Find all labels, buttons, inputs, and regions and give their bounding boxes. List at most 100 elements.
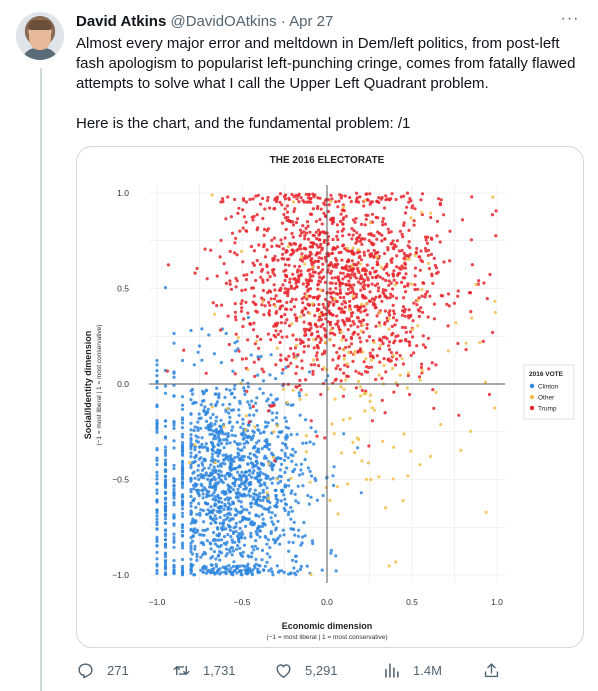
scatter-point — [402, 194, 406, 198]
scatter-point — [315, 357, 319, 362]
share-icon — [484, 662, 499, 677]
scatter-point — [246, 400, 250, 404]
scatter-point — [317, 279, 321, 283]
scatter-point — [193, 544, 197, 548]
scatter-point — [380, 233, 384, 237]
author-handle[interactable]: @DavidOAtkins — [170, 13, 277, 30]
scatter-point — [308, 469, 312, 473]
scatter-point — [279, 499, 283, 503]
scatter-point — [228, 519, 232, 523]
scatter-point — [283, 263, 288, 267]
scatter-point — [192, 428, 196, 433]
like-button[interactable]: 5,291 — [274, 654, 338, 686]
share-button[interactable] — [482, 654, 513, 686]
scatter-point — [289, 571, 293, 575]
author-name[interactable]: David Atkins — [76, 13, 167, 30]
scatter-point — [208, 509, 212, 513]
retweet-button[interactable]: 1,731 — [172, 654, 236, 686]
avatar[interactable] — [16, 12, 64, 60]
scatter-point — [322, 305, 326, 310]
tweet-date[interactable]: Apr 27 — [289, 13, 334, 30]
scatter-point — [253, 425, 257, 429]
scatter-point — [163, 538, 168, 542]
scatter-point — [310, 245, 314, 249]
scatter-point — [240, 448, 244, 452]
scatter-point — [358, 233, 362, 237]
scatter-point — [408, 252, 412, 256]
scatter-point — [272, 430, 276, 434]
scatter-point — [384, 194, 388, 198]
scatter-point — [369, 393, 373, 397]
scatter-point — [287, 549, 291, 553]
scatter-point — [265, 199, 270, 203]
scatter-point — [180, 514, 185, 519]
scatter-point — [336, 364, 340, 368]
scatter-point — [282, 570, 286, 574]
scatter-point — [372, 234, 376, 238]
scatter-point — [404, 290, 408, 294]
scatter-point — [263, 304, 267, 308]
scatter-point — [268, 303, 272, 307]
scatter-point — [226, 507, 230, 511]
scatter-point — [255, 310, 259, 314]
scatter-point — [300, 259, 304, 263]
scatter-point — [488, 272, 492, 277]
scatter-point — [362, 253, 367, 257]
scatter-point — [295, 319, 299, 323]
scatter-point — [395, 265, 399, 269]
scatter-point — [347, 317, 351, 321]
scatter-point — [336, 356, 340, 360]
scatter-point — [391, 287, 395, 291]
scatter-point — [412, 219, 416, 223]
scatter-point — [189, 433, 193, 437]
scatter-point — [298, 315, 302, 319]
scatter-point — [248, 406, 252, 410]
scatter-point — [351, 320, 355, 324]
scatter-point — [224, 517, 228, 521]
scatter-point — [432, 406, 436, 410]
scatter-point — [224, 437, 228, 441]
scatter-point — [311, 207, 315, 211]
scatter-point — [378, 360, 382, 364]
scatter-point — [209, 478, 214, 482]
scatter-point — [303, 534, 307, 538]
views-button[interactable]: 1.4M — [382, 654, 442, 686]
scatter-point — [155, 379, 159, 383]
scatter-point — [343, 305, 347, 309]
scatter-point — [215, 386, 219, 390]
scatter-point — [256, 193, 260, 197]
scatter-point — [375, 262, 379, 267]
scatter-point — [273, 198, 277, 202]
scatter-point — [306, 224, 310, 228]
scatter-point — [258, 498, 262, 502]
scatter-point — [182, 348, 186, 352]
scatter-point — [295, 217, 300, 221]
scatter-point — [459, 448, 463, 452]
scatter-point — [389, 197, 393, 201]
scatter-point — [404, 330, 408, 334]
more-options-icon[interactable]: ··· — [560, 10, 580, 27]
legend-swatch-trump — [529, 405, 535, 411]
scatter-point — [375, 237, 379, 241]
scatter-point — [255, 527, 259, 531]
scatter-point — [244, 487, 248, 491]
scatter-point — [394, 197, 398, 202]
scatter-point — [283, 197, 288, 201]
scatter-point — [189, 479, 193, 483]
scatter-point — [195, 528, 199, 532]
scatter-point — [285, 210, 290, 214]
scatter-point — [201, 496, 205, 500]
scatter-point — [190, 443, 194, 447]
scatter-point — [254, 441, 259, 445]
reply-button[interactable]: 271 — [76, 654, 129, 686]
scatter-point — [215, 274, 219, 278]
tweet-media-chart[interactable]: THE 2016 ELECTORATE −1.0 1.0 −0.5 0.5 0.0 0.0… — [76, 146, 584, 648]
scatter-point — [383, 252, 387, 256]
scatter-point — [189, 389, 193, 393]
scatter-point — [306, 493, 310, 498]
scatter-point — [356, 325, 360, 329]
scatter-point — [364, 357, 368, 361]
scatter-point — [398, 339, 402, 343]
scatter-point — [291, 333, 295, 337]
scatter-point — [408, 330, 412, 334]
